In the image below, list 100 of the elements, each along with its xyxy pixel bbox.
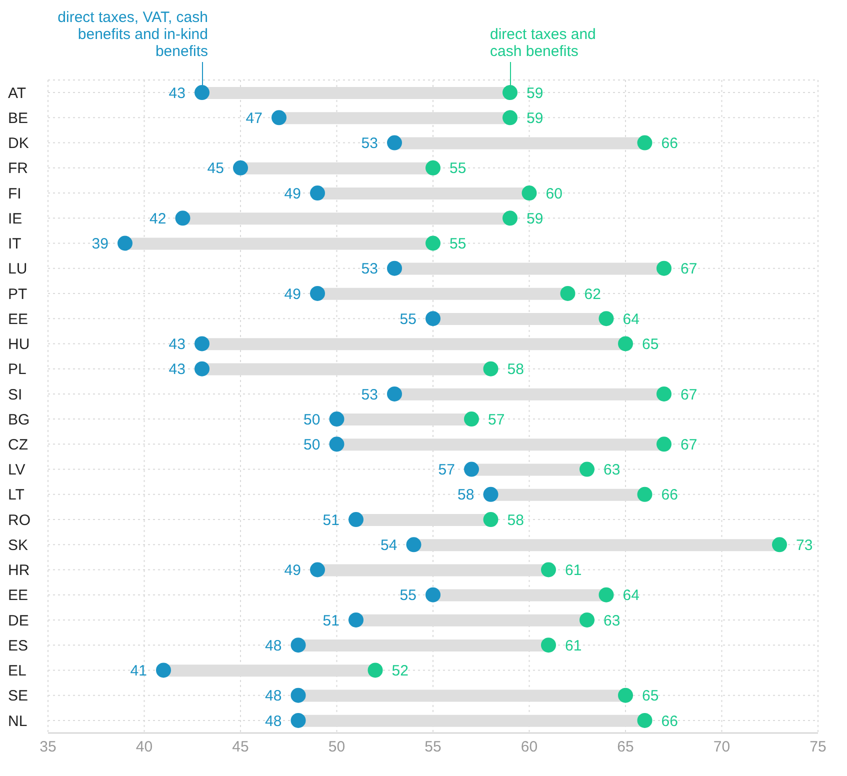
y-tick-label: HU [8,336,30,354]
data-label: 59 [526,84,544,102]
data-label: 55 [450,236,466,253]
y-tick-label: SE [8,688,28,705]
point [502,85,518,100]
data-label: 41 [130,662,147,680]
y-tick-label: ES [8,637,28,654]
y-tick-label: LV [8,462,26,479]
point [637,486,652,502]
data-label: 43 [168,361,186,378]
point [656,436,672,452]
data-label: 58 [458,486,474,504]
point [541,638,556,653]
data-label: 66 [661,712,678,730]
x-tick-label: 50 [328,738,346,756]
data-label: 42 [150,210,166,228]
point [464,412,479,427]
data-label: 61 [565,637,582,654]
y-tick-label: DK [8,135,29,152]
y-tick-label: DE [8,612,29,630]
point [426,587,440,602]
y-tick-label: EE [8,587,28,604]
data-label: 59 [526,210,544,228]
data-label: 58 [507,512,524,529]
point [290,688,306,703]
y-tick-label: IT [8,236,22,253]
point [329,436,344,452]
data-label: 49 [284,562,301,580]
point [233,160,248,176]
y-tick-label: PT [8,286,28,303]
data-label: 51 [322,612,340,630]
data-label: 48 [265,712,282,730]
y-tick-label: IE [8,210,22,228]
y-tick-label: NL [8,712,28,730]
point [156,662,171,678]
x-tick-label: 75 [810,738,826,756]
text: direct taxes and cash benefits [490,26,597,60]
point [483,361,498,376]
point [290,638,306,653]
data-label: 55 [400,587,416,604]
x-tick-label: 65 [617,738,634,756]
data-label: 55 [400,310,416,328]
point [580,612,594,628]
y-tick-label: RO [8,512,30,529]
y-tick-label: SK [8,536,28,554]
data-label: 66 [661,486,678,504]
data-label: 55 [450,160,466,178]
y-tick-label: EL [8,662,26,680]
data-label: 60 [546,185,562,202]
point [175,210,190,226]
data-label: 49 [284,286,301,303]
y-tick-label: CZ [8,436,28,454]
data-label: 53 [361,260,378,278]
point [194,361,210,376]
data-label: 63 [604,612,620,630]
data-label: 57 [488,411,505,428]
point [618,688,633,703]
x-tick-label: 60 [520,738,538,756]
point [310,286,325,301]
y-tick-label: LU [8,260,28,278]
data-label: 48 [265,688,282,705]
data-label: 53 [361,386,378,404]
point [656,386,672,402]
point [118,236,132,251]
point [637,712,652,728]
data-label: 67 [680,386,698,404]
data-label: 65 [642,688,659,705]
point [580,462,594,477]
data-label: 45 [207,160,224,178]
data-label: 65 [642,336,659,354]
data-label: 63 [604,462,620,479]
data-label: 57 [438,462,455,479]
point [598,587,614,602]
data-label: 39 [92,236,108,253]
point [272,110,286,126]
data-label: 52 [392,662,408,680]
y-tick-label: LT [8,486,24,504]
point [772,537,787,552]
x-tick-label: 70 [713,738,730,756]
data-label: 66 [661,135,678,152]
point [194,336,210,352]
data-label: 43 [168,336,186,354]
data-label: 61 [565,562,582,580]
point [194,85,210,100]
point [426,160,440,176]
y-tick-label: FR [8,160,28,178]
point [368,662,383,678]
point [426,311,440,326]
point [290,712,306,728]
y-tick-label: FI [8,185,22,202]
point [387,386,402,402]
point [329,412,344,427]
data-label: 59 [526,110,544,127]
point [656,260,672,276]
data-label: 50 [304,411,320,428]
data-label: 62 [584,286,601,303]
data-label: 64 [622,310,640,328]
point [637,135,652,150]
point [502,110,518,126]
point [426,236,440,251]
